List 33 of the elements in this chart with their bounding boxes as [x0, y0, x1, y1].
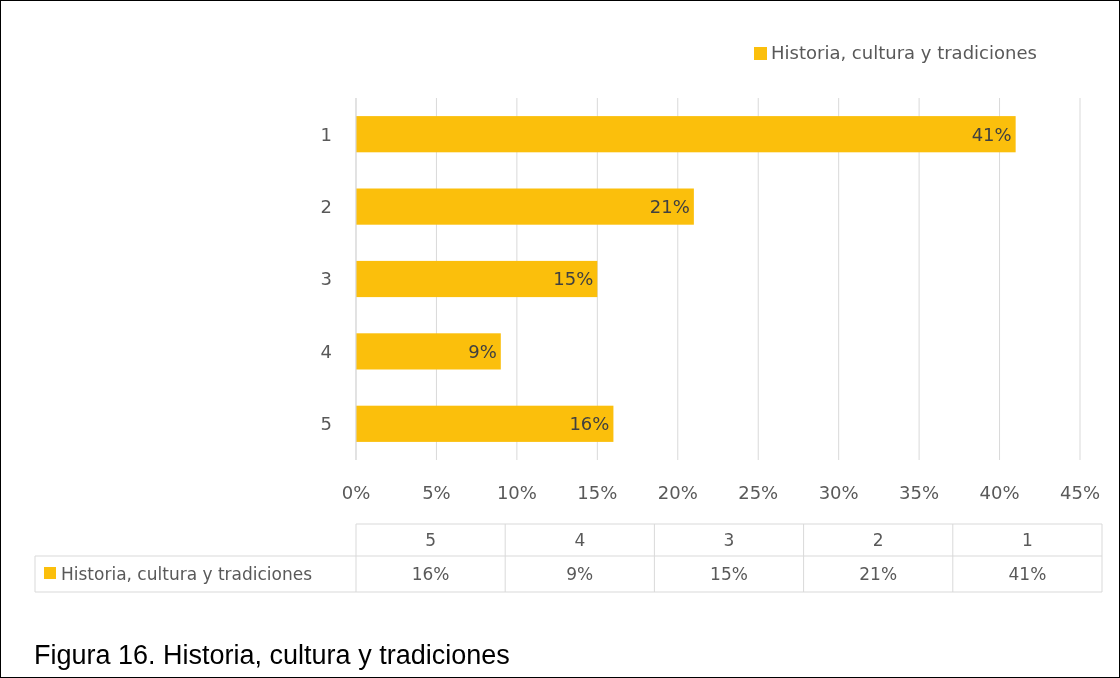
y-tick-label: 3 — [320, 268, 332, 290]
category-label: 5 — [425, 529, 437, 550]
y-tick-label: 5 — [320, 413, 332, 435]
x-tick-label: 45% — [1059, 482, 1101, 504]
x-tick-label: 40% — [979, 482, 1020, 504]
category-label: 2 — [872, 529, 884, 550]
category-label: 4 — [574, 529, 586, 550]
text: Historia, cultura y tradiciones — [61, 563, 313, 584]
y-tick-label: 4 — [320, 340, 332, 362]
text: 16% — [411, 563, 450, 584]
x-tick-label: 5% — [422, 482, 451, 504]
x-tick-label: 0% — [341, 482, 371, 504]
text: 21% — [859, 563, 898, 584]
x-tick-label: 25% — [738, 482, 779, 504]
data-label: 15% — [553, 268, 594, 290]
x-tick-label: 30% — [818, 482, 859, 504]
data-label: 9% — [468, 340, 497, 362]
text: 15% — [710, 563, 748, 584]
data-label: 21% — [649, 195, 690, 217]
y-tick-label: 2 — [320, 195, 332, 217]
category-label: 3 — [723, 529, 735, 550]
text: 9% — [566, 563, 594, 584]
legend-label: Historia, cultura y tradiciones — [771, 42, 1037, 64]
x-tick-label: 35% — [899, 482, 940, 504]
x-tick-label: 10% — [496, 482, 537, 504]
text: Figura 16. Historia, cultura y tradiciones — [34, 640, 510, 671]
x-tick-label: 20% — [657, 482, 698, 504]
category-label: 1 — [1021, 529, 1033, 550]
y-tick-label: 1 — [320, 123, 332, 145]
x-tick-label: 15% — [577, 482, 618, 504]
data-label: 16% — [569, 413, 610, 435]
data-label: 41% — [971, 123, 1012, 145]
text: 41% — [1008, 563, 1047, 584]
